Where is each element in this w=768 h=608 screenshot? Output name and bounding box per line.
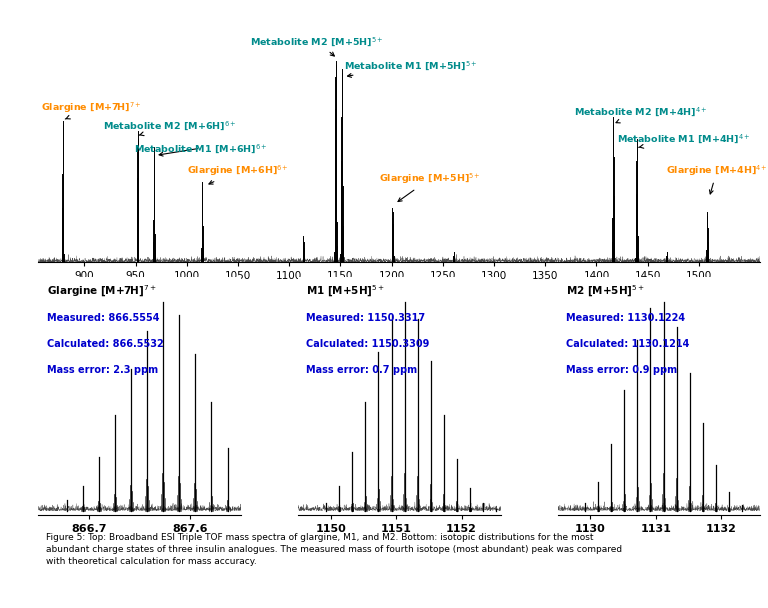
- Text: Glargine [M+7H]$^{7+}$: Glargine [M+7H]$^{7+}$: [41, 100, 142, 119]
- Text: Figure 5: Top: Broadband ESI Triple TOF mass spectra of glargine, M1, and M2. Bo: Figure 5: Top: Broadband ESI Triple TOF …: [45, 533, 622, 566]
- Text: Mass error: 2.3 ppm: Mass error: 2.3 ppm: [47, 365, 157, 375]
- Text: Metabolite M2 [M+4H]$^{4+}$: Metabolite M2 [M+4H]$^{4+}$: [574, 105, 707, 123]
- Text: Glargine [M+5H]$^{5+}$: Glargine [M+5H]$^{5+}$: [379, 171, 482, 201]
- Text: Glargine [M+7H]$^{7+}$: Glargine [M+7H]$^{7+}$: [47, 284, 156, 300]
- Text: Metabolite M2 [M+6H]$^{6+}$: Metabolite M2 [M+6H]$^{6+}$: [103, 120, 237, 136]
- Text: Glargine [M+4H]$^{4+}$: Glargine [M+4H]$^{4+}$: [666, 163, 768, 194]
- Text: Metabolite M1 [M+6H]$^{6+}$: Metabolite M1 [M+6H]$^{6+}$: [134, 142, 267, 156]
- Text: M1 [M+5H]$^{5+}$: M1 [M+5H]$^{5+}$: [306, 284, 385, 300]
- Text: Metabolite M1 [M+4H]$^{4+}$: Metabolite M1 [M+4H]$^{4+}$: [617, 132, 750, 148]
- Text: Glargine [M+6H]$^{6+}$: Glargine [M+6H]$^{6+}$: [187, 163, 289, 184]
- Text: Calculated: 866.5532: Calculated: 866.5532: [47, 339, 164, 349]
- Text: Metabolite M2 [M+5H]$^{5+}$: Metabolite M2 [M+5H]$^{5+}$: [250, 35, 384, 56]
- Text: Measured: 1130.1224: Measured: 1130.1224: [566, 313, 685, 323]
- Text: Measured: 1150.3317: Measured: 1150.3317: [306, 313, 425, 323]
- Text: M2 [M+5H]$^{5+}$: M2 [M+5H]$^{5+}$: [566, 284, 644, 300]
- Text: Mass error: 0.7 ppm: Mass error: 0.7 ppm: [306, 365, 417, 375]
- Text: Mass error: 0.9 ppm: Mass error: 0.9 ppm: [566, 365, 677, 375]
- X-axis label: Mass/Charge: Mass/Charge: [356, 287, 442, 300]
- Text: Measured: 866.5554: Measured: 866.5554: [47, 313, 159, 323]
- Text: Calculated: 1130.1214: Calculated: 1130.1214: [566, 339, 689, 349]
- Text: Calculated: 1150.3309: Calculated: 1150.3309: [306, 339, 429, 349]
- Text: Metabolite M1 [M+5H]$^{5+}$: Metabolite M1 [M+5H]$^{5+}$: [343, 59, 477, 77]
